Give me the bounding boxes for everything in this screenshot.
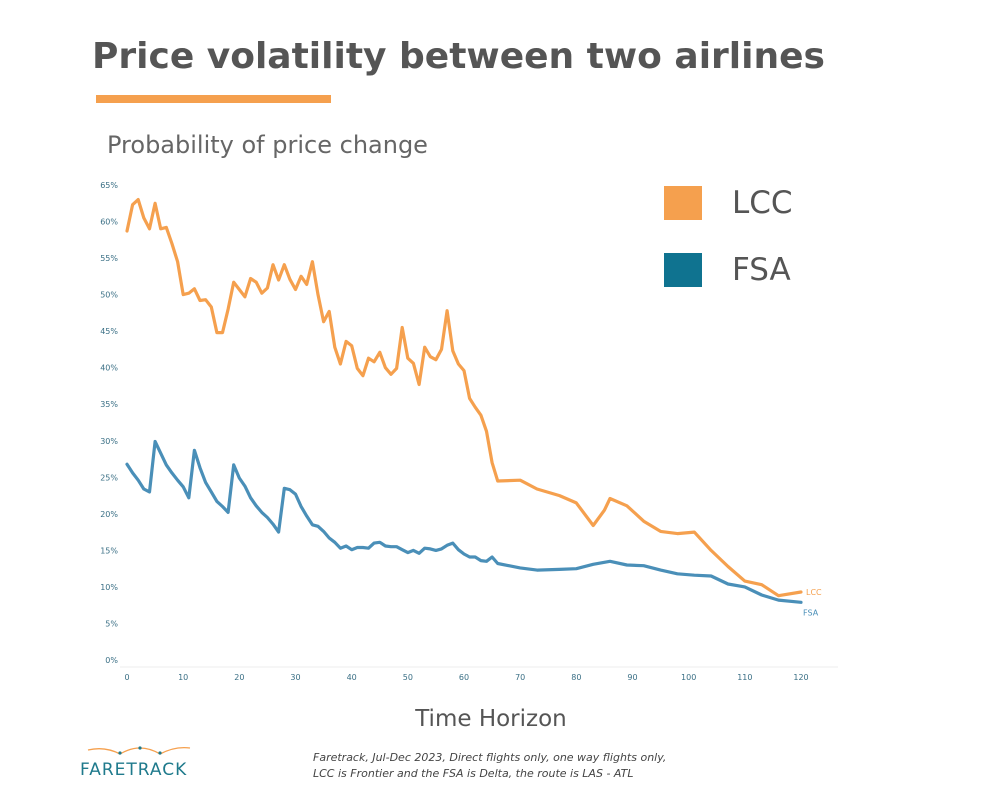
x-tick-label: 80 — [571, 673, 581, 682]
x-tick-label: 100 — [681, 673, 696, 682]
x-axis-label: Time Horizon — [415, 706, 567, 732]
x-tick-label: 120 — [793, 673, 808, 682]
footnote-line-1: Faretrack, Jul-Dec 2023, Direct flights … — [313, 751, 667, 764]
faretrack-logo-icon — [87, 746, 191, 755]
legend-swatch-fsa — [664, 253, 702, 287]
y-tick-label: 50% — [100, 291, 118, 300]
y-tick-label: 0% — [105, 656, 118, 665]
x-tick-label: 40 — [347, 673, 357, 682]
x-tick-label: 50 — [403, 673, 413, 682]
y-tick-label: 20% — [100, 510, 118, 519]
footnote-line-2: LCC is Frontier and the FSA is Delta, th… — [313, 767, 634, 780]
x-tick-label: 110 — [737, 673, 752, 682]
faretrack-logo-text: FARETRACK — [80, 760, 188, 780]
x-tick-label: 60 — [459, 673, 469, 682]
y-tick-label: 30% — [100, 437, 118, 446]
legend-label-lcc: LCC — [732, 185, 793, 221]
x-tick-label: 90 — [627, 673, 637, 682]
x-tick-label: 10 — [178, 673, 188, 682]
legend-label-fsa: FSA — [732, 252, 791, 288]
y-tick-label: 15% — [100, 546, 118, 555]
x-tick-label: 70 — [515, 673, 525, 682]
y-tick-label: 60% — [100, 218, 118, 227]
legend-item-lcc: LCC — [664, 185, 793, 221]
title-underline — [96, 95, 331, 103]
series-end-label-fsa: FSA — [803, 608, 819, 617]
legend-item-fsa: FSA — [664, 252, 791, 288]
y-tick-label: 35% — [100, 400, 118, 409]
y-tick-label: 25% — [100, 473, 118, 482]
chart-title: Price volatility between two airlines — [92, 36, 825, 77]
series-end-label-lcc: LCC — [806, 588, 822, 597]
y-tick-label: 5% — [105, 619, 118, 628]
x-tick-label: 20 — [234, 673, 244, 682]
footnote: Faretrack, Jul-Dec 2023, Direct flights … — [313, 750, 666, 782]
y-tick-label: 45% — [100, 327, 118, 336]
y-tick-label: 10% — [100, 583, 118, 592]
series-line-lcc — [125, 198, 803, 598]
x-tick-label: 30 — [290, 673, 300, 682]
series-line-fsa — [125, 439, 803, 604]
chart-subtitle: Probability of price change — [107, 131, 428, 159]
y-tick-label: 40% — [100, 364, 118, 373]
x-tick-label: 0 — [124, 673, 129, 682]
y-tick-label: 65% — [100, 181, 118, 190]
y-tick-label: 55% — [100, 254, 118, 263]
legend-swatch-lcc — [664, 186, 702, 220]
